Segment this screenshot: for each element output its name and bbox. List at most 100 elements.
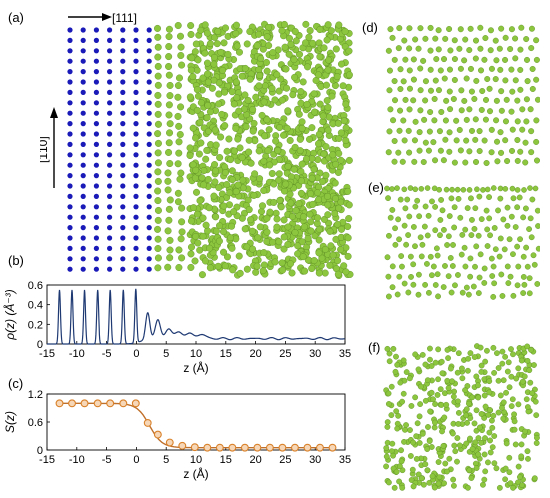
solid-atom xyxy=(67,266,73,272)
layer-atom xyxy=(455,350,462,357)
layer-atom xyxy=(420,481,427,488)
layer-atom xyxy=(435,87,442,94)
layer-atom xyxy=(510,351,516,358)
solid-atom xyxy=(80,69,86,75)
layer-atom xyxy=(434,252,441,259)
layer-atom xyxy=(385,273,392,280)
layer-atom xyxy=(435,293,441,300)
liquid-atom xyxy=(253,41,261,49)
solid-atom xyxy=(133,266,139,272)
liquid-atom xyxy=(186,144,194,152)
layer-atom xyxy=(442,117,449,124)
layer-atom xyxy=(401,37,408,44)
liquid-atom xyxy=(345,156,353,164)
liquid-atom xyxy=(259,267,267,275)
layer-atom xyxy=(476,424,483,431)
layer-atom xyxy=(514,118,521,125)
layer-atom xyxy=(417,234,424,241)
layer-atom xyxy=(472,263,478,270)
liquid-atom xyxy=(193,188,201,196)
liquid-atom xyxy=(344,187,352,195)
layer-atom xyxy=(442,136,449,143)
layer-atom xyxy=(432,157,439,164)
layer-atom xyxy=(439,207,446,214)
liquid-atom xyxy=(245,136,253,144)
layer-atom xyxy=(534,281,540,287)
layer-atom xyxy=(435,346,442,353)
solid-atom xyxy=(146,79,152,85)
liquid-atom xyxy=(300,213,308,221)
layer-atom xyxy=(488,255,495,262)
layer-atom xyxy=(475,382,481,389)
liquid-atom xyxy=(271,96,279,104)
order-data-point xyxy=(68,399,76,408)
x-tick-label: -5 xyxy=(102,348,112,360)
liquid-atom xyxy=(258,111,266,119)
liquid-atom xyxy=(221,262,229,270)
x-tick-label: -15 xyxy=(39,454,55,466)
liquid-atom xyxy=(255,66,263,74)
liquid-atom xyxy=(308,124,316,132)
liquid-atom xyxy=(154,254,162,262)
layer-atom xyxy=(527,379,534,386)
solid-atom xyxy=(133,173,139,179)
liquid-atom xyxy=(315,269,323,277)
liquid-atom xyxy=(174,22,182,30)
liquid-atom xyxy=(341,27,349,35)
layer-atom xyxy=(431,424,438,431)
liquid-atom xyxy=(154,244,162,252)
order-data-point xyxy=(165,438,174,447)
solid-atom xyxy=(67,110,73,116)
liquid-atom xyxy=(205,204,213,212)
liquid-atom xyxy=(204,102,212,110)
liquid-atom xyxy=(174,82,182,90)
layer-atom xyxy=(467,255,474,262)
layer-atom xyxy=(410,97,417,104)
liquid-atom xyxy=(251,170,259,178)
layer-atom xyxy=(481,451,488,458)
liquid-atom xyxy=(344,223,352,231)
layer-atom xyxy=(535,223,540,229)
solid-atom xyxy=(120,225,126,231)
layer-atom xyxy=(434,392,441,398)
layer-atom xyxy=(386,232,392,239)
arrow-horizontal-head xyxy=(102,13,112,21)
layer-atom xyxy=(408,403,415,409)
layer-atom xyxy=(396,273,403,280)
solid-atom xyxy=(67,225,73,231)
layer-atom xyxy=(486,429,493,436)
layer-atom xyxy=(507,46,514,53)
layer-atom xyxy=(419,430,426,437)
liquid-atom xyxy=(262,58,270,66)
solid-atom xyxy=(107,110,113,116)
layer-atom xyxy=(415,471,422,478)
layer-atom xyxy=(528,149,535,156)
layer-atom xyxy=(478,439,484,446)
layer-atom xyxy=(394,291,401,298)
solid-atom xyxy=(93,204,99,210)
layer-atom xyxy=(467,435,473,442)
liquid-atom xyxy=(166,81,174,89)
solid-atom xyxy=(120,110,126,116)
solid-atom xyxy=(80,27,86,33)
layer-atom xyxy=(397,196,404,203)
liquid-atom xyxy=(219,228,227,236)
liquid-atom xyxy=(211,161,219,169)
layer-atom xyxy=(410,439,417,446)
liquid-atom xyxy=(174,93,182,101)
liquid-atom xyxy=(297,189,305,197)
liquid-atom xyxy=(284,241,292,249)
layer-atom xyxy=(424,467,431,474)
layer-atom xyxy=(391,56,398,63)
liquid-atom xyxy=(315,249,323,257)
layer-atom xyxy=(399,158,406,165)
liquid-atom xyxy=(345,215,353,223)
liquid-atom xyxy=(254,234,262,242)
panel-label-b: (b) xyxy=(8,253,24,268)
liquid-atom xyxy=(266,208,274,216)
layer-atom xyxy=(437,67,444,74)
solid-atom xyxy=(67,152,73,158)
layer-atom xyxy=(488,149,495,156)
layer-atom xyxy=(455,421,462,427)
solid-atom xyxy=(146,162,152,168)
